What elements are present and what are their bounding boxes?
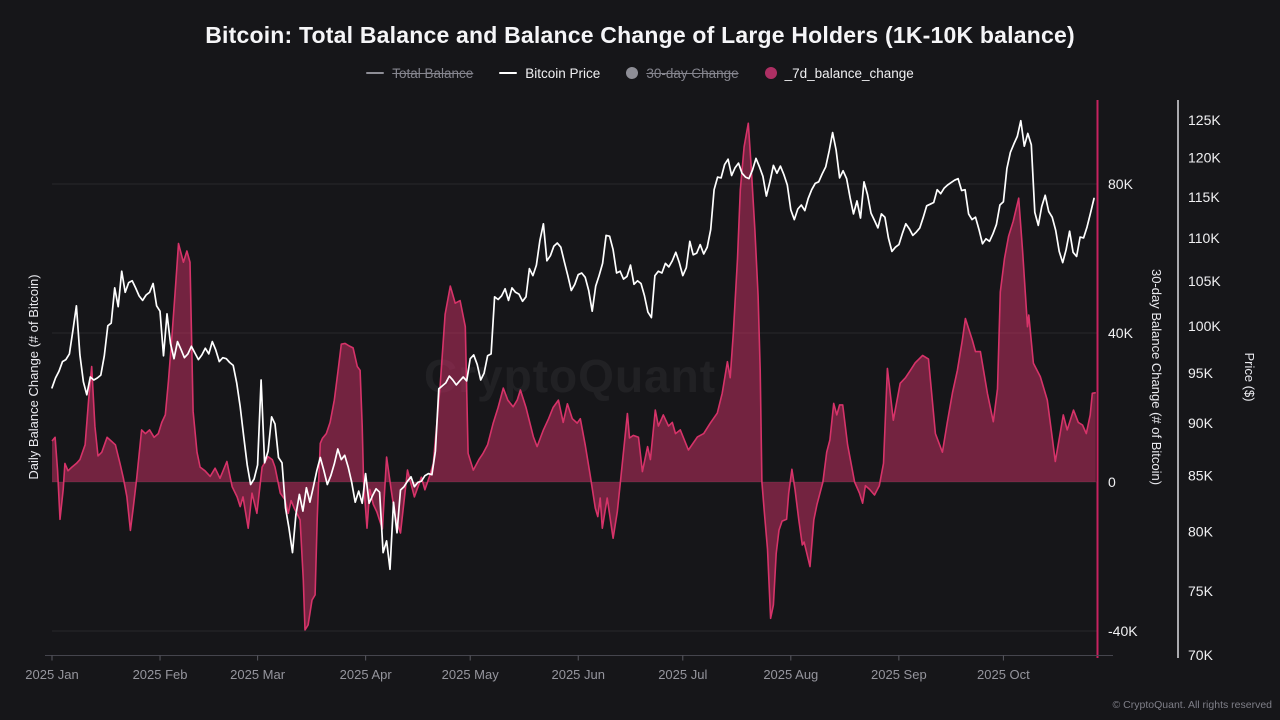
legend-label: Bitcoin Price (525, 65, 601, 81)
price-tick-label: 100K (1188, 318, 1221, 334)
price-tick-label: 120K (1188, 150, 1221, 166)
x-tick-label: 2025 Jun (551, 667, 605, 682)
legend-label: Total Balance (392, 65, 474, 81)
x-tick-label: 2025 Oct (977, 667, 1030, 682)
legend-label: 30-day Change (646, 65, 739, 81)
legend-item-30-day-change[interactable]: 30-day Change (626, 65, 739, 81)
x-tick-label: 2025 Aug (763, 667, 818, 682)
circle-marker-icon (626, 67, 639, 79)
x-tick-label: 2025 May (442, 667, 500, 682)
line-marker-icon (366, 71, 385, 75)
left-axis-title: Daily Balance Change (# of Bitcoin) (26, 274, 41, 479)
x-tick-label: 2025 Apr (340, 667, 393, 682)
x-tick-label: 2025 Feb (133, 667, 188, 682)
balance-tick-label: 80K (1108, 176, 1134, 192)
balance-axis-title: 30-day Balance Change (# of Bitcoin) (1149, 269, 1164, 485)
legend-item-bitcoin-price[interactable]: Bitcoin Price (499, 66, 600, 81)
price-tick-label: 85K (1188, 468, 1214, 484)
price-tick-label: 70K (1188, 647, 1214, 663)
legend-label: _7d_balance_change (784, 65, 914, 81)
copyright-footer: © CryptoQuant. All rights reserved (1112, 699, 1272, 711)
watermark: CryptoQuant (424, 350, 716, 402)
line-marker-icon (499, 71, 518, 75)
price-tick-label: 90K (1188, 415, 1214, 431)
price-tick-label: 80K (1188, 524, 1214, 540)
balance-change-area-outline (51, 122, 1096, 631)
legend-item-total-balance[interactable]: Total Balance (366, 66, 473, 81)
x-tick-label: 2025 Jul (658, 667, 707, 682)
balance-tick-label: -40K (1108, 623, 1138, 639)
x-tick-label: 2025 Sep (871, 667, 927, 682)
price-tick-label: 105K (1188, 273, 1221, 289)
price-tick-label: 110K (1188, 230, 1220, 246)
balance-change-area-series (52, 123, 1096, 630)
price-tick-label: 95K (1188, 365, 1214, 381)
price-tick-label: 115K (1188, 189, 1220, 205)
legend-item-7d-balance-change[interactable]: _7d_balance_change (764, 65, 914, 81)
legend: Total Balance Bitcoin Price 30-day Chang… (0, 62, 1280, 84)
price-axis-title: Price ($) (1242, 352, 1257, 401)
x-tick-label: 2025 Mar (230, 667, 286, 682)
chart-title: Bitcoin: Total Balance and Balance Chang… (205, 22, 1075, 48)
price-tick-label: 75K (1188, 583, 1214, 599)
x-tick-label: 2025 Jan (25, 667, 79, 682)
circle-marker-icon (764, 67, 777, 79)
balance-tick-label: 40K (1108, 325, 1134, 341)
balance-tick-label: 0 (1108, 474, 1116, 490)
bitcoin-price-line-series (51, 119, 1095, 571)
price-tick-label: 125K (1188, 112, 1221, 128)
